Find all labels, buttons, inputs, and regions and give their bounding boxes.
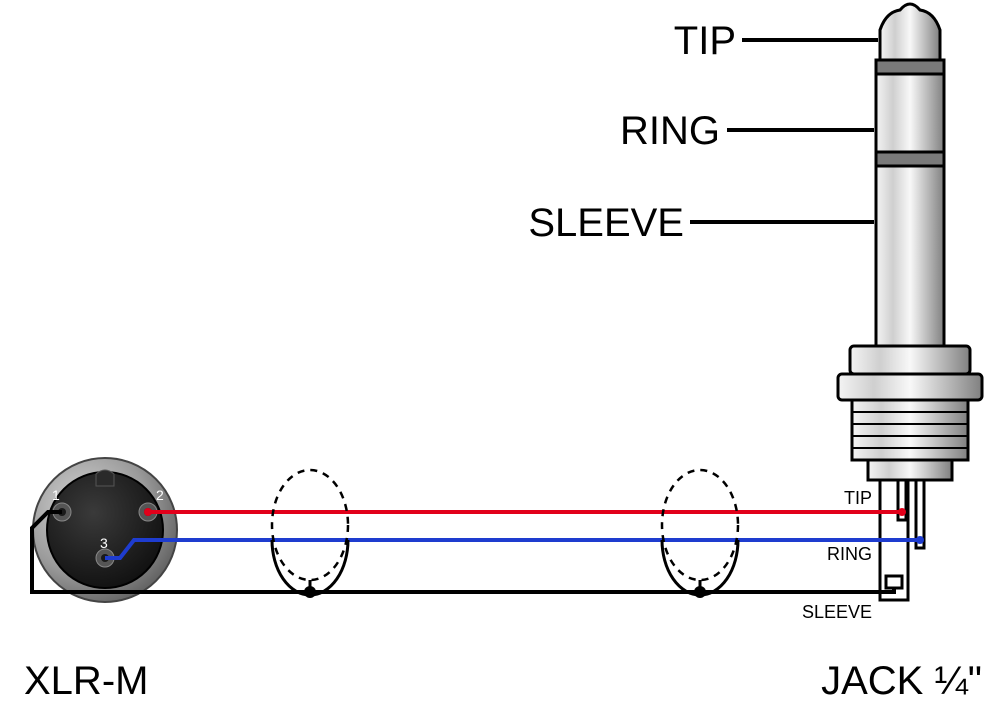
shield-ellipse-right	[662, 470, 738, 580]
title-xlr: XLR-M	[24, 659, 148, 703]
xlr-m-connector: 1 2 3	[33, 458, 177, 602]
xlr-pin1-label: 1	[52, 487, 60, 503]
jack-threaded-nut	[852, 400, 968, 460]
xlr-pin2-label: 2	[156, 487, 164, 503]
wire-ring	[105, 540, 920, 558]
trs-jack-connector	[838, 4, 982, 480]
shield-ellipse-left	[272, 470, 348, 580]
label-ring: RING	[620, 109, 720, 153]
xlr-pin3-label: 3	[100, 535, 108, 551]
label-sleeve: SLEEVE	[528, 201, 684, 245]
title-jack: JACK ¼"	[821, 659, 982, 703]
small-label-tip: TIP	[844, 488, 872, 508]
small-label-ring: RING	[827, 544, 872, 564]
label-tip: TIP	[674, 19, 736, 63]
small-label-sleeve: SLEEVE	[802, 602, 872, 622]
